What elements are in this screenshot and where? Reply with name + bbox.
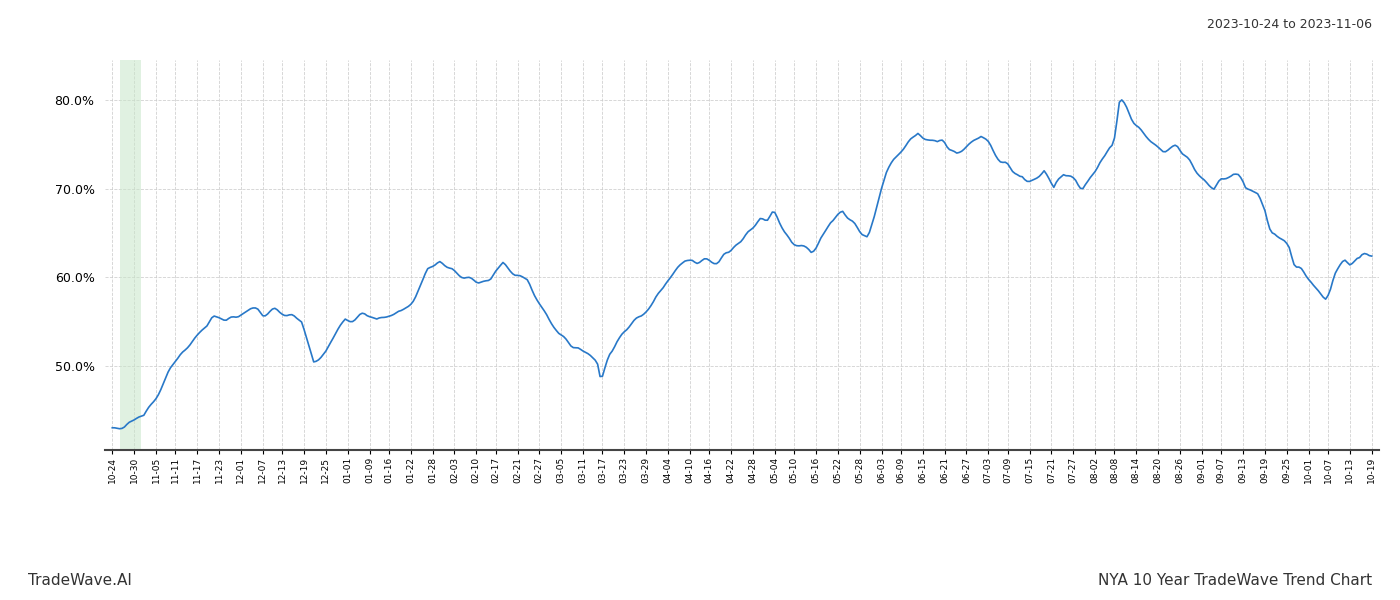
Text: TradeWave.AI: TradeWave.AI xyxy=(28,573,132,588)
Bar xyxy=(119,60,141,450)
Text: 2023-10-24 to 2023-11-06: 2023-10-24 to 2023-11-06 xyxy=(1207,18,1372,31)
Text: NYA 10 Year TradeWave Trend Chart: NYA 10 Year TradeWave Trend Chart xyxy=(1098,573,1372,588)
